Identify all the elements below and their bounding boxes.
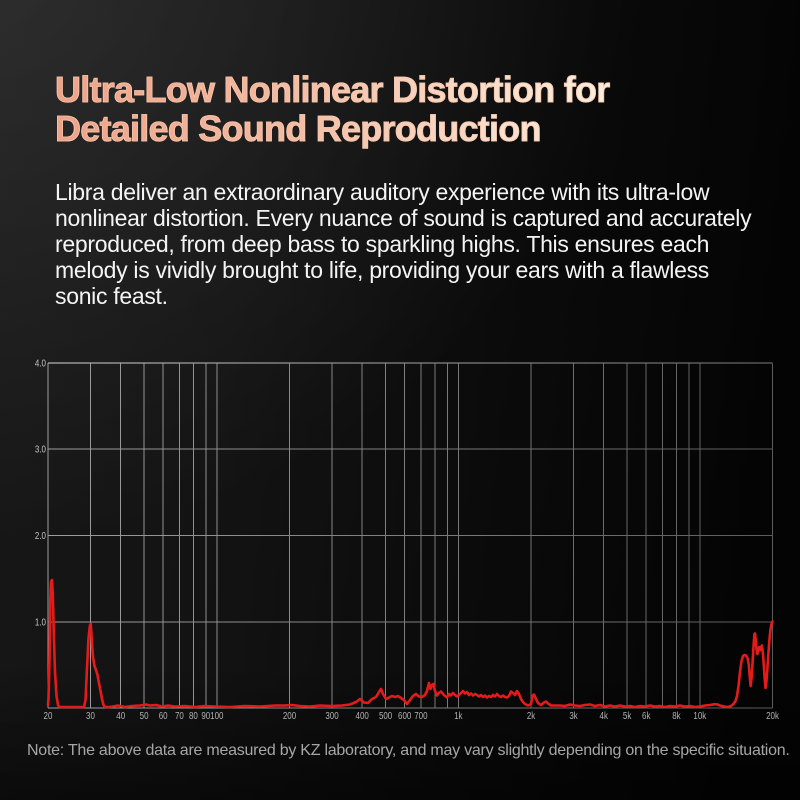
svg-text:60: 60 xyxy=(159,710,168,721)
svg-text:500: 500 xyxy=(379,710,392,721)
svg-text:1k: 1k xyxy=(454,710,463,721)
svg-text:30: 30 xyxy=(86,710,95,721)
svg-text:10k: 10k xyxy=(693,710,706,721)
svg-text:50: 50 xyxy=(140,710,149,721)
svg-text:2k: 2k xyxy=(527,710,536,721)
svg-text:70: 70 xyxy=(175,710,184,721)
svg-text:400: 400 xyxy=(356,710,369,721)
svg-text:80: 80 xyxy=(189,710,198,721)
svg-text:4k: 4k xyxy=(600,710,609,721)
svg-text:3k: 3k xyxy=(569,710,578,721)
svg-text:1.0: 1.0 xyxy=(35,616,46,627)
svg-text:5k: 5k xyxy=(623,710,632,721)
svg-text:40: 40 xyxy=(116,710,125,721)
svg-text:3.0: 3.0 xyxy=(35,444,46,455)
svg-text:2.0: 2.0 xyxy=(35,530,46,541)
svg-text:200: 200 xyxy=(283,710,296,721)
svg-text:100: 100 xyxy=(210,710,223,721)
svg-text:90: 90 xyxy=(201,710,210,721)
svg-text:700: 700 xyxy=(414,710,427,721)
svg-text:300: 300 xyxy=(325,710,338,721)
svg-text:20: 20 xyxy=(44,710,53,721)
svg-text:20k: 20k xyxy=(766,710,779,721)
svg-text:6k: 6k xyxy=(642,710,651,721)
svg-text:600: 600 xyxy=(398,710,411,721)
svg-text:8k: 8k xyxy=(672,710,681,721)
svg-text:4.0: 4.0 xyxy=(35,358,46,369)
